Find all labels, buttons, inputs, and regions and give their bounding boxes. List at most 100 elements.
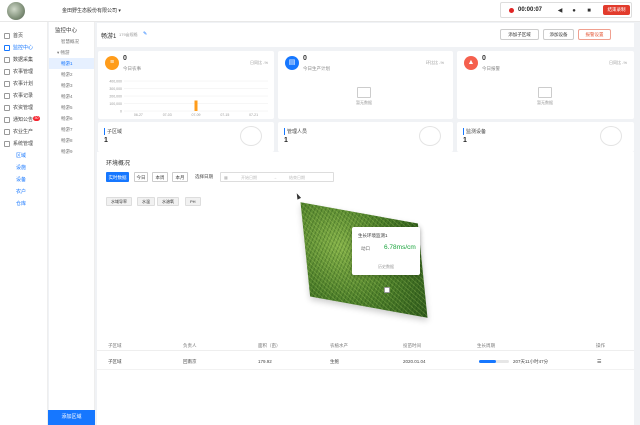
- metric-dissolved-oxygen[interactable]: 水溶氧: [157, 197, 179, 206]
- sidebar-item-5[interactable]: 农事记录: [0, 90, 47, 102]
- metric-water-temp[interactable]: 水温: [137, 197, 155, 206]
- sidebar-item-0[interactable]: 首页: [0, 30, 47, 42]
- popup-value: 6.78ms/cm: [384, 244, 416, 251]
- stat-devices-value: 1: [463, 137, 467, 144]
- record-timer: 00:00:07: [518, 7, 543, 13]
- add-subregion-button[interactable]: 添加子区域: [500, 29, 539, 40]
- tree-node[interactable]: 畅游2: [61, 72, 73, 77]
- range-week[interactable]: 本周: [152, 172, 168, 182]
- page-header: 畅游1 179亩规格 ✎ 添加子区域 添加设备 报警设置: [97, 23, 634, 47]
- col-area: 面积（亩）: [258, 343, 281, 348]
- sidebar-subitem-0[interactable]: 区域: [16, 153, 27, 159]
- sidebar-item-7[interactable]: 通知公告 30: [0, 114, 47, 126]
- mic-icon[interactable]: ●: [572, 8, 576, 14]
- date-separator: →: [273, 175, 277, 180]
- environment-title: 环境概况: [106, 161, 131, 167]
- col-growth: 生长周期: [477, 343, 495, 348]
- tree-node[interactable]: 畅游7: [61, 127, 73, 132]
- tree-node[interactable]: 畅游1: [49, 58, 94, 69]
- col-species: 农植水产: [330, 343, 348, 348]
- sidebar-item-3[interactable]: 农事管理: [0, 66, 47, 78]
- empty-box-icon: [357, 87, 371, 98]
- alarm-settings-button[interactable]: 报警设置: [578, 29, 611, 40]
- stat-managers: 管理人员 1: [278, 122, 453, 152]
- tree-node[interactable]: 畅游9: [61, 149, 73, 154]
- tree-node[interactable]: 畅游8: [61, 138, 73, 143]
- sidebar-item-icon: [4, 45, 10, 51]
- sidebar-item-icon: [4, 57, 10, 63]
- calendar-icon: ▦: [224, 175, 228, 180]
- production-plan-ratio: 环比比 -%: [426, 60, 444, 65]
- range-realtime[interactable]: 实时数据: [106, 172, 129, 182]
- farm-work-label: 今日农事: [123, 66, 141, 71]
- stat-devices: 监测设备 1: [457, 122, 634, 152]
- popup-history-link[interactable]: 历史数据: [378, 264, 394, 269]
- sidebar-item-8[interactable]: 农业生产: [0, 126, 47, 138]
- cell-growth: 207天11小时47分: [513, 359, 549, 364]
- company-selector[interactable]: 金田野生态股份有限公司 ▾: [62, 8, 121, 14]
- edit-icon[interactable]: ✎: [143, 31, 148, 37]
- row-menu-icon[interactable]: ☰: [597, 359, 602, 365]
- add-device-button[interactable]: 添加设备: [543, 29, 574, 40]
- cell-subregion: 子区域: [108, 359, 122, 364]
- metric-ph[interactable]: PH: [185, 197, 201, 206]
- sidebar-item-label: 监控中心: [13, 45, 34, 51]
- camera-icon[interactable]: ■: [587, 8, 591, 14]
- volume-icon[interactable]: ◀: [557, 8, 563, 14]
- range-month[interactable]: 本月: [172, 172, 188, 182]
- add-area-button[interactable]: 添加区域: [48, 410, 95, 425]
- alarm-label: 今日报警: [482, 66, 500, 71]
- cell-manager: 回南京: [183, 359, 197, 364]
- range-custom-label: 选择日期: [192, 172, 216, 182]
- chart-bar: [194, 100, 198, 111]
- sensor-marker-icon[interactable]: [384, 287, 390, 293]
- sidebar-item-6[interactable]: 农资管理: [0, 102, 47, 114]
- farm-work-chart: 400,000 300,000 200,000 100,000 0 06-27 07-03 0…: [109, 79, 268, 117]
- date-range-picker[interactable]: ▦ 开始日期 → 结束日期: [220, 172, 334, 182]
- date-start: 开始日期: [241, 175, 257, 180]
- sidebar-item-label: 通知公告: [13, 117, 34, 123]
- y-tick-label: 300,000: [109, 87, 122, 91]
- stop-recording-button[interactable]: 结束录制: [603, 5, 630, 15]
- sidebar-item-4[interactable]: 农事计划: [0, 78, 47, 90]
- sidebar-item-9[interactable]: 系统管理: [0, 138, 47, 150]
- tree-node[interactable]: 畅游3: [61, 83, 73, 88]
- x-tick-label: 07-15: [220, 113, 229, 117]
- sidebar-item-2[interactable]: 数据采集: [0, 54, 47, 66]
- sidebar-item-1[interactable]: 监控中心: [0, 42, 47, 54]
- tree-group-label: 畅游: [60, 50, 70, 55]
- sidebar-item-label: 数据采集: [13, 57, 34, 63]
- tree-root[interactable]: 智慧概况: [61, 39, 79, 44]
- y-tick-label: 200,000: [109, 94, 122, 98]
- table-header: [97, 339, 634, 351]
- stat-devices-label: 监测设备: [463, 128, 486, 135]
- tree-group[interactable]: ▾ 畅游: [57, 50, 70, 55]
- area-size: 179亩规格: [119, 32, 138, 37]
- sidebar-subitem-4[interactable]: 仓库: [16, 201, 27, 207]
- sidebar-item-icon: [4, 93, 10, 99]
- notification-badge: 30: [33, 116, 40, 121]
- sidebar-subitem-3[interactable]: 农户: [16, 189, 27, 195]
- tree-node[interactable]: 畅游5: [61, 105, 73, 110]
- tree-node[interactable]: 畅游6: [61, 116, 73, 121]
- y-tick-label: 0: [120, 109, 122, 113]
- alarm-ratio: 日同比 -%: [609, 60, 627, 65]
- production-plan-icon: ▤: [285, 56, 299, 70]
- production-plan-label: 今日生产计划: [303, 66, 330, 71]
- stat-subregion: 子区域 1: [98, 122, 274, 152]
- farm-work-ratio: 日同比 -%: [250, 60, 268, 65]
- sidebar-item-label: 农事计划: [13, 81, 34, 87]
- sidebar-subitem-2[interactable]: 设备: [16, 177, 27, 183]
- metric-conductivity[interactable]: 水域导率: [106, 197, 132, 206]
- tree-node[interactable]: 畅游4: [61, 94, 73, 99]
- date-end: 结束日期: [289, 175, 305, 180]
- growth-progress-fill: [479, 360, 496, 363]
- sidebar-subitem-1[interactable]: 设施: [16, 165, 27, 171]
- sensor-popup: 生长环境监测1 动口 6.78ms/cm 历史数据: [352, 227, 420, 275]
- stat-managers-value: 1: [284, 137, 288, 144]
- col-actions: 操作: [596, 343, 605, 348]
- range-today[interactable]: 今日: [134, 172, 148, 182]
- sidebar-item-icon: [4, 141, 10, 147]
- top-bar: 金田野生态股份有限公司 ▾ 00:00:07 ◀ ● ■ 结束录制: [0, 0, 640, 22]
- device-illustration-icon: [600, 126, 622, 146]
